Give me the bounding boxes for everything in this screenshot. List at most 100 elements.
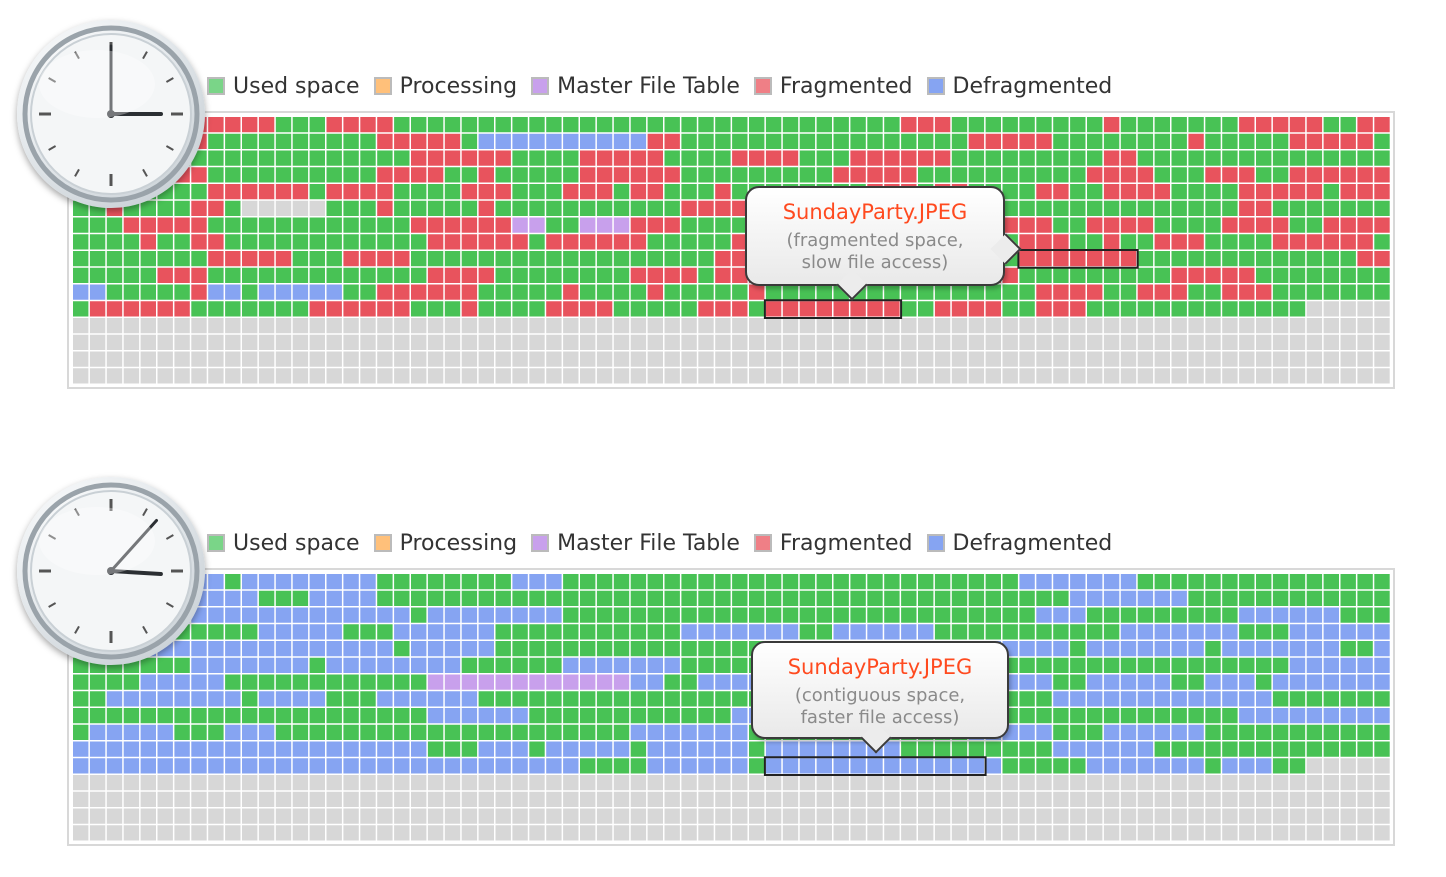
cluster-cell <box>782 301 799 317</box>
cluster-cell <box>715 117 731 133</box>
cluster-cell <box>478 117 494 133</box>
cluster-cell <box>698 607 714 623</box>
cluster-cell <box>1222 167 1238 183</box>
cluster-cell <box>242 724 258 740</box>
cluster-cell <box>73 234 89 250</box>
cluster-cell <box>275 674 292 690</box>
cluster-cell <box>1053 284 1069 300</box>
cluster-cell <box>512 741 528 757</box>
cluster-cell <box>529 117 545 133</box>
cluster-cell <box>461 301 478 317</box>
cluster-cell <box>411 607 427 623</box>
cluster-cell <box>951 590 968 606</box>
cluster-cell <box>1002 217 1018 233</box>
cluster-cell <box>208 574 224 590</box>
cluster-cell <box>377 657 393 673</box>
cluster-cell <box>275 691 292 707</box>
cluster-cell <box>89 724 106 740</box>
cluster-cell <box>1289 251 1306 267</box>
cluster-cell <box>698 334 714 350</box>
cluster-cell <box>749 825 765 841</box>
cluster-cell <box>613 624 630 640</box>
cluster-cell <box>732 825 748 841</box>
cluster-cell <box>360 825 376 841</box>
cluster-cell <box>1323 741 1339 757</box>
cluster-cell <box>1340 607 1356 623</box>
cluster-cell <box>613 234 630 250</box>
cluster-cell <box>292 117 309 133</box>
cluster-cell <box>1053 825 1069 841</box>
cluster-cell <box>1256 574 1272 590</box>
cluster-cell <box>1340 741 1356 757</box>
cluster-cell <box>242 574 258 590</box>
cluster-cell <box>309 251 325 267</box>
cluster-cell <box>1323 825 1339 841</box>
clock-icon <box>17 20 205 208</box>
cluster-cell <box>1340 775 1356 791</box>
cluster-cell <box>411 284 427 300</box>
legend-label-fragmented: Fragmented <box>779 73 913 99</box>
cluster-cell <box>1188 284 1204 300</box>
cluster-cell <box>546 808 562 824</box>
cluster-cell <box>1306 184 1323 200</box>
cluster-cell <box>529 791 545 807</box>
cluster-cell <box>596 741 613 757</box>
cluster-cell <box>1002 775 1018 791</box>
cluster-cell <box>596 117 613 133</box>
cluster-cell <box>1374 234 1390 250</box>
cluster-cell <box>563 351 579 367</box>
cluster-cell <box>1357 318 1373 334</box>
cluster-cell <box>225 691 241 707</box>
cluster-cell <box>1087 691 1103 707</box>
cluster-cell <box>478 351 494 367</box>
cluster-cell <box>681 267 697 283</box>
cluster-cell <box>1036 301 1052 317</box>
cluster-cell <box>258 808 275 824</box>
cluster-cell <box>208 368 224 384</box>
cluster-cell <box>968 624 985 640</box>
cluster-cell <box>225 368 241 384</box>
cluster-cell <box>1323 284 1339 300</box>
cluster-cell <box>715 267 731 283</box>
cluster-cell <box>732 334 748 350</box>
cluster-cell <box>309 808 325 824</box>
cluster-cell <box>664 741 680 757</box>
cluster-cell <box>461 318 478 334</box>
cluster-cell <box>1002 184 1018 200</box>
cluster-cell <box>326 825 342 841</box>
cluster-cell <box>343 133 359 149</box>
cluster-cell <box>394 674 410 690</box>
cluster-cell <box>1340 691 1356 707</box>
cluster-cell <box>563 724 579 740</box>
cluster-cell <box>1340 574 1356 590</box>
cluster-cell <box>1053 624 1069 640</box>
cluster-cell <box>529 368 545 384</box>
cluster-cell <box>1188 724 1204 740</box>
cluster-cell <box>630 758 647 774</box>
cluster-cell <box>782 808 799 824</box>
cluster-cell <box>444 674 461 690</box>
cluster-cell <box>360 775 376 791</box>
cluster-cell <box>867 624 883 640</box>
cluster-cell <box>1188 267 1204 283</box>
cluster-cell <box>698 590 714 606</box>
cluster-cell <box>1272 184 1289 200</box>
cluster-cell <box>850 758 866 774</box>
cluster-cell <box>191 724 207 740</box>
cluster-cell <box>1374 301 1390 317</box>
cluster-cell <box>647 301 663 317</box>
cluster-cell <box>580 200 596 216</box>
cluster-cell <box>106 808 123 824</box>
cluster-cell <box>1306 607 1323 623</box>
cluster-cell <box>1205 590 1221 606</box>
cluster-cell <box>73 808 89 824</box>
cluster-cell <box>461 607 478 623</box>
clock-glare <box>39 50 155 118</box>
cluster-cell <box>563 200 579 216</box>
cluster-cell <box>343 351 359 367</box>
cluster-cell <box>427 301 444 317</box>
cluster-cell <box>1120 741 1137 757</box>
cluster-cell <box>326 117 342 133</box>
cluster-cell <box>647 217 663 233</box>
cluster-cell <box>1323 708 1339 724</box>
